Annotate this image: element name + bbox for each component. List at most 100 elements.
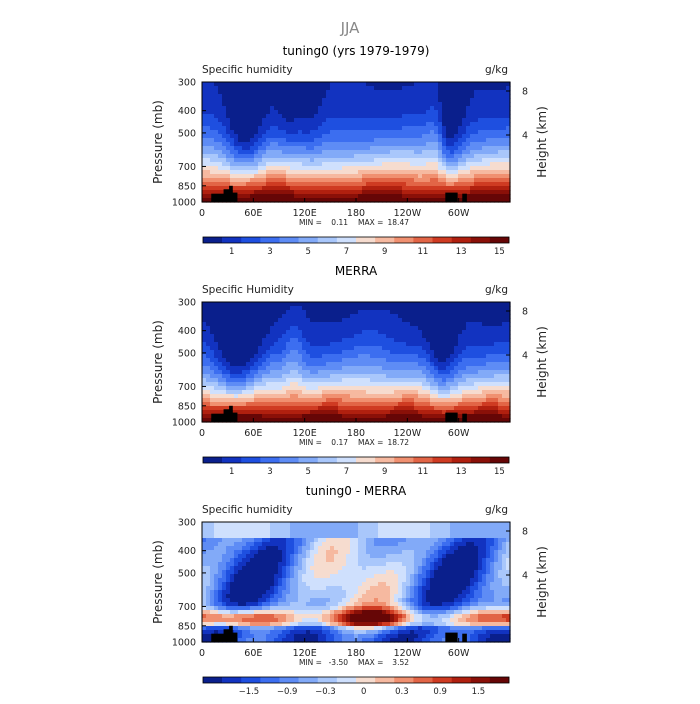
field-cell	[330, 170, 335, 175]
field-cell	[318, 190, 323, 195]
colorbar-swatch	[241, 457, 260, 463]
topography-mask	[224, 189, 230, 202]
field-cell	[306, 354, 311, 359]
colorbar-swatch	[433, 237, 452, 243]
field-cell	[250, 346, 255, 351]
field-cell	[214, 98, 219, 103]
field-cell	[258, 522, 263, 527]
field-cell	[486, 182, 491, 187]
field-cell	[242, 362, 247, 367]
field-cell	[266, 98, 271, 103]
colorbar-swatch	[471, 237, 490, 243]
field-cell	[358, 90, 363, 95]
field-cell	[242, 86, 247, 91]
field-cell	[458, 302, 463, 307]
field-cell	[378, 162, 383, 167]
field-cell	[362, 90, 367, 95]
field-cell	[494, 342, 499, 347]
field-cell	[498, 182, 503, 187]
field-cell	[502, 362, 507, 367]
field-cell	[494, 170, 499, 175]
field-cell	[382, 314, 387, 319]
field-cell	[470, 350, 475, 355]
field-cell	[234, 106, 239, 111]
field-cell	[494, 334, 499, 339]
field-cell	[238, 358, 243, 363]
field-cell	[230, 530, 235, 535]
field-cell	[474, 94, 479, 99]
field-cell	[338, 138, 343, 143]
field-cell	[422, 154, 427, 159]
field-cell	[334, 306, 339, 311]
field-cell	[246, 414, 251, 419]
field-cell	[422, 398, 427, 403]
field-cell	[202, 342, 207, 347]
field-cell	[314, 158, 319, 163]
field-cell	[210, 366, 215, 371]
field-cell	[238, 134, 243, 139]
field-cell	[322, 342, 327, 347]
field-cell	[442, 302, 447, 307]
field-cell	[462, 110, 467, 115]
field-cell	[418, 186, 423, 191]
field-cell	[234, 142, 239, 147]
field-cell	[266, 346, 271, 351]
field-cell	[478, 98, 483, 103]
field-cell	[410, 522, 415, 527]
field-cell	[226, 398, 231, 403]
field-cell	[346, 406, 351, 411]
field-cell	[238, 314, 243, 319]
field-cell	[314, 142, 319, 147]
field-cell	[274, 398, 279, 403]
field-cell	[278, 302, 283, 307]
field-cell	[398, 102, 403, 107]
field-cell	[494, 302, 499, 307]
field-cell	[494, 190, 499, 195]
field-cell	[406, 526, 411, 531]
field-cell	[478, 370, 483, 375]
field-cell	[258, 526, 263, 531]
x-tick-label: 0	[199, 208, 205, 219]
field-cell	[366, 142, 371, 147]
field-cell	[222, 354, 227, 359]
field-cell	[222, 310, 227, 315]
field-cell	[498, 362, 503, 367]
field-cell	[330, 306, 335, 311]
field-cell	[310, 378, 315, 383]
field-cell	[450, 390, 455, 395]
field-cell	[230, 338, 235, 343]
field-cell	[422, 350, 427, 355]
field-cell	[266, 322, 271, 327]
field-cell	[394, 90, 399, 95]
field-cell	[394, 310, 399, 315]
field-cell	[322, 166, 327, 171]
field-cell	[466, 90, 471, 95]
field-cell	[394, 322, 399, 327]
field-cell	[502, 190, 507, 195]
field-cell	[210, 174, 215, 179]
field-cell	[350, 106, 355, 111]
field-cell	[414, 410, 419, 415]
field-cell	[314, 374, 319, 379]
field-cell	[494, 142, 499, 147]
field-cell	[362, 414, 367, 419]
field-cell	[266, 190, 271, 195]
field-cell	[462, 386, 467, 391]
field-cell	[350, 142, 355, 147]
field-cell	[214, 138, 219, 143]
field-cell	[458, 142, 463, 147]
field-cell	[494, 530, 499, 535]
field-cell	[378, 310, 383, 315]
field-cell	[302, 378, 307, 383]
field-cell	[254, 174, 259, 179]
field-cell	[334, 118, 339, 123]
field-cell	[246, 318, 251, 323]
field-cell	[450, 530, 455, 535]
field-cell	[286, 326, 291, 331]
field-cell	[378, 522, 383, 527]
field-cell	[418, 362, 423, 367]
field-cell	[378, 158, 383, 163]
field-cell	[270, 86, 275, 91]
field-cell	[218, 334, 223, 339]
field-cell	[374, 166, 379, 171]
